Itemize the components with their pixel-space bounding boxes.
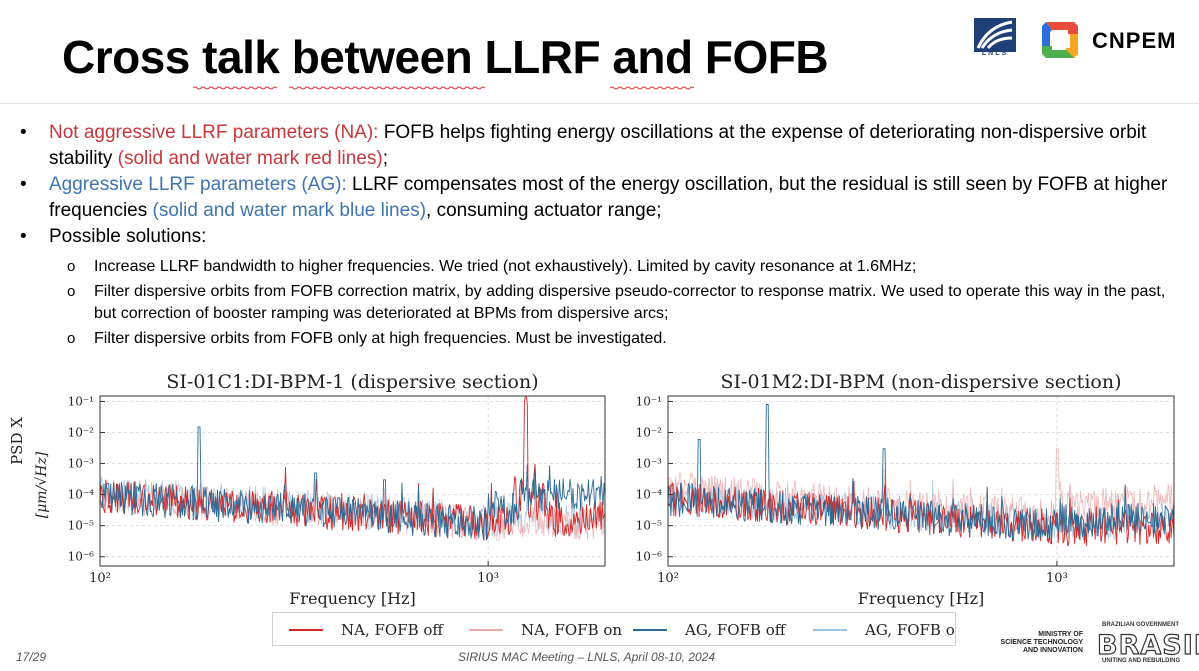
y-tick-label: 10⁻⁴ xyxy=(636,488,663,502)
brazil-slogan: UNITING AND REBUILDING xyxy=(1102,658,1181,664)
bullet-text: FOFB helps fighting energy oscillations … xyxy=(49,122,1147,169)
bullet-dot-icon: • xyxy=(20,122,27,143)
x-tick-label: 10² xyxy=(657,571,679,586)
y-tick-label: 10⁻⁶ xyxy=(68,550,95,564)
plot-frame xyxy=(99,395,606,567)
y-tick-label: 10⁻² xyxy=(68,426,95,440)
ministry-logo-text: MINISTRY OF SCIENCE TECHNOLOGY AND INNOV… xyxy=(985,631,1083,655)
psd-chart-svg: SI-01M2:DI-BPM (non-dispersive section) 1… xyxy=(636,371,1175,608)
legend-label: NA, FOFB off xyxy=(341,621,444,639)
bullet-colored-text: (solid and water mark red lines) xyxy=(117,148,383,169)
sub-bullet-text: Increase LLRF bandwidth to higher freque… xyxy=(94,258,917,275)
bullet-item-na: • Not aggressive LLRF parameters (NA): F… xyxy=(20,120,1180,172)
lnls-logo xyxy=(974,18,1016,52)
spellcheck-underline xyxy=(610,86,694,90)
series-ag-fofb-off xyxy=(667,404,1175,544)
y-tick-label: 10⁻³ xyxy=(68,457,95,471)
circle-bullet-icon: o xyxy=(67,258,76,275)
chart-title: SI-01C1:DI-BPM-1 (dispersive section) xyxy=(166,371,538,393)
chart-legend: NA, FOFB off NA, FOFB on AG, FOFB off AG, F… xyxy=(272,612,965,646)
sub-bullet-list: o Increase LLRF bandwidth to higher frequ… xyxy=(49,256,1180,350)
y-tick-label: 10⁻¹ xyxy=(636,394,662,408)
sub-bullet-item: o Filter dispersive orbits from FOFB only… xyxy=(49,328,1180,350)
y-tick-label: 10⁻⁵ xyxy=(68,519,95,533)
y-tick-label: 10⁻⁶ xyxy=(636,550,663,564)
legend-label: AG, FOFB on xyxy=(864,621,955,639)
cnpem-logo-mark xyxy=(1042,22,1078,58)
ministry-line: SCIENCE TECHNOLOGY xyxy=(1000,639,1083,646)
series-ag-fofb-off xyxy=(99,426,606,541)
sub-bullet-text: Filter dispersive orbits from FOFB corre… xyxy=(94,283,1166,322)
x-axis-label: Frequency [Hz] xyxy=(858,589,985,608)
lnls-logo-text: LNLS xyxy=(981,50,1009,57)
y-axis-unit: [μm/√Hz] xyxy=(34,451,50,518)
sub-bullet-item: o Filter dispersive orbits from FOFB corr… xyxy=(49,281,1180,325)
y-tick-label: 10⁻³ xyxy=(636,457,663,471)
circle-bullet-icon: o xyxy=(67,283,76,300)
x-tick-label: 10³ xyxy=(477,571,499,586)
psd-chart-dispersive: SI-01C1:DI-BPM-1 (dispersive section) 10⁻… xyxy=(8,366,608,610)
cnpem-logo-text: CNPEM xyxy=(1092,28,1177,53)
page-number: 17/29 xyxy=(16,650,47,664)
bullet-lead: Possible solutions: xyxy=(49,226,207,247)
y-tick-label: 10⁻¹ xyxy=(68,394,94,408)
legend-label: AG, FOFB off xyxy=(684,621,787,639)
title-divider xyxy=(0,103,1199,104)
circle-bullet-icon: o xyxy=(67,330,76,347)
bullet-list: • Not aggressive LLRF parameters (NA): F… xyxy=(20,120,1180,353)
plot-frame xyxy=(667,395,1175,567)
bullet-dot-icon: • xyxy=(20,226,27,247)
chart-title: SI-01M2:DI-BPM (non-dispersive section) xyxy=(721,371,1122,393)
ministry-line: MINISTRY OF xyxy=(1038,631,1083,638)
y-axis-label: PSD X xyxy=(8,417,26,465)
sub-bullet-text: Filter dispersive orbits from FOFB only … xyxy=(94,330,667,347)
bullet-text: LLRF compensates most of the energy osci… xyxy=(49,174,1168,221)
spellcheck-underline xyxy=(289,86,485,90)
bullet-text-end: ; xyxy=(382,148,388,169)
bullet-dot-icon: • xyxy=(20,174,27,195)
legend-label: NA, FOFB on xyxy=(521,621,622,639)
bullet-lead: Not aggressive LLRF parameters (NA): xyxy=(49,122,379,143)
brazil-gov-text: BRAZILIAN GOVERNMENT xyxy=(1102,622,1179,628)
y-tick-label: 10⁻⁴ xyxy=(68,488,95,502)
bullet-text-end: , consuming actuator range; xyxy=(426,200,662,221)
spellcheck-underline xyxy=(193,86,277,90)
bullet-lead: Aggressive LLRF parameters (AG): xyxy=(49,174,347,195)
bullet-colored-text: (solid and water mark blue lines) xyxy=(152,200,427,221)
sub-bullet-item: o Increase LLRF bandwidth to higher frequ… xyxy=(49,256,1180,278)
psd-chart-non-dispersive: SI-01M2:DI-BPM (non-dispersive section) 1… xyxy=(634,366,1192,610)
y-tick-label: 10⁻⁵ xyxy=(636,519,663,533)
brasil-logo: BRASIL xyxy=(1096,629,1199,661)
psd-chart-svg: SI-01C1:DI-BPM-1 (dispersive section) 10⁻… xyxy=(8,371,606,608)
footer-text: SIRIUS MAC Meeting – LNLS, April 08-10, … xyxy=(458,650,716,664)
bullet-item-ag: • Aggressive LLRF parameters (AG): LLRF … xyxy=(20,172,1180,224)
bullet-item-solutions: • Possible solutions: o Increase LLRF ban… xyxy=(20,224,1180,350)
ministry-line: AND INNOVATION xyxy=(1022,647,1083,654)
x-tick-label: 10² xyxy=(89,571,111,586)
x-tick-label: 10³ xyxy=(1046,571,1068,586)
y-tick-label: 10⁻² xyxy=(636,426,663,440)
slide-title: Cross talk between LLRF and FOFB xyxy=(62,31,829,83)
x-axis-label: Frequency [Hz] xyxy=(289,589,416,608)
